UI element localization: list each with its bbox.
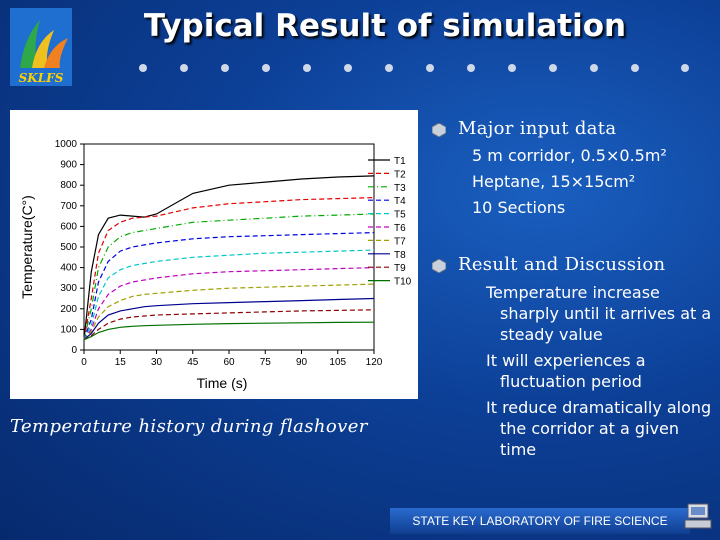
section-heading-text: Major input data <box>458 118 617 139</box>
y-tick-label: 700 <box>60 201 77 212</box>
section-heading-result: Result and Discussion <box>432 254 665 275</box>
input-data-list: 5 m corridor, 0.5×0.5m² Heptane, 15×15cm… <box>472 143 667 221</box>
y-tick-label: 600 <box>60 221 77 232</box>
x-tick-label: 105 <box>329 357 346 368</box>
list-item: It reduce dramatically along the corrido… <box>486 398 712 459</box>
logo: SKLFS <box>10 8 72 86</box>
series-line-t4 <box>83 232 375 340</box>
computer-icon <box>684 503 712 529</box>
x-tick-label: 0 <box>81 357 87 368</box>
y-tick-label: 100 <box>60 324 77 335</box>
bullet-icon <box>432 123 446 137</box>
series-line-t6 <box>83 267 375 341</box>
y-tick-label: 1000 <box>55 139 78 150</box>
series-line-t5 <box>83 249 375 340</box>
series-line-t10 <box>83 321 375 341</box>
y-tick-label: 800 <box>60 180 77 191</box>
list-item: Heptane, 15×15cm² <box>472 172 636 191</box>
series-line-t8 <box>83 297 375 341</box>
legend-label: T8 <box>394 250 406 261</box>
legend-label: T3 <box>394 183 406 194</box>
logo-text: SKLFS <box>19 71 64 85</box>
legend-label: T7 <box>394 236 406 247</box>
y-tick-label: 400 <box>60 263 77 274</box>
list-item: It will experiences a fluctuation period <box>486 351 646 391</box>
series-line-t9 <box>83 309 375 341</box>
section-heading-text: Result and Discussion <box>458 254 666 275</box>
legend-label: T4 <box>394 196 406 207</box>
y-tick-label: 300 <box>60 283 77 294</box>
x-tick-label: 75 <box>260 357 272 368</box>
bullet-icon <box>432 259 446 273</box>
plot-frame <box>83 143 375 351</box>
list-item: 10 Sections <box>472 198 566 217</box>
x-tick-label: 90 <box>296 357 308 368</box>
chart-panel: 0 15 30 45 60 75 90 105 120 0 100 200 300 400 500 600 70… <box>10 110 418 399</box>
y-tick-label: 200 <box>60 304 77 315</box>
x-axis-label: Time (s) <box>197 375 248 391</box>
chart-caption: Temperature history during flashover <box>10 416 368 437</box>
legend-label: T5 <box>394 210 406 221</box>
x-tick-label: 120 <box>366 357 383 368</box>
y-tick-label: 900 <box>60 160 77 171</box>
legend-label: T10 <box>394 277 412 288</box>
section-heading-input: Major input data <box>432 118 616 139</box>
x-tick-label: 60 <box>223 357 235 368</box>
y-tick-label: 0 <box>71 345 77 356</box>
y-axis-label: Temperature(C°) <box>19 195 35 299</box>
series-line-t7 <box>83 283 375 341</box>
legend-label: T9 <box>394 263 406 274</box>
dot-divider <box>139 64 689 72</box>
y-tick-label: 500 <box>60 242 77 253</box>
x-tick-label: 45 <box>187 357 199 368</box>
x-tick-label: 15 <box>115 357 127 368</box>
legend-label: T6 <box>394 223 406 234</box>
series-line-t3 <box>83 213 375 340</box>
legend-label: T2 <box>394 169 406 180</box>
footer-banner: STATE KEY LABORATORY OF FIRE SCIENCE <box>390 508 690 534</box>
list-item: Temperature increase sharply until it ar… <box>486 283 712 344</box>
x-tick-label: 30 <box>151 357 163 368</box>
result-list: Temperature increase sharply until it ar… <box>486 282 714 465</box>
legend-label: T1 <box>394 156 406 167</box>
list-item: 5 m corridor, 0.5×0.5m² <box>472 146 667 165</box>
slide-title: Typical Result of simulation <box>143 8 627 44</box>
temperature-chart: 0 15 30 45 60 75 90 105 120 0 100 200 300 400 500 600 70… <box>19 139 412 391</box>
series-line-t2 <box>83 197 375 340</box>
series-line-t1 <box>83 175 375 340</box>
